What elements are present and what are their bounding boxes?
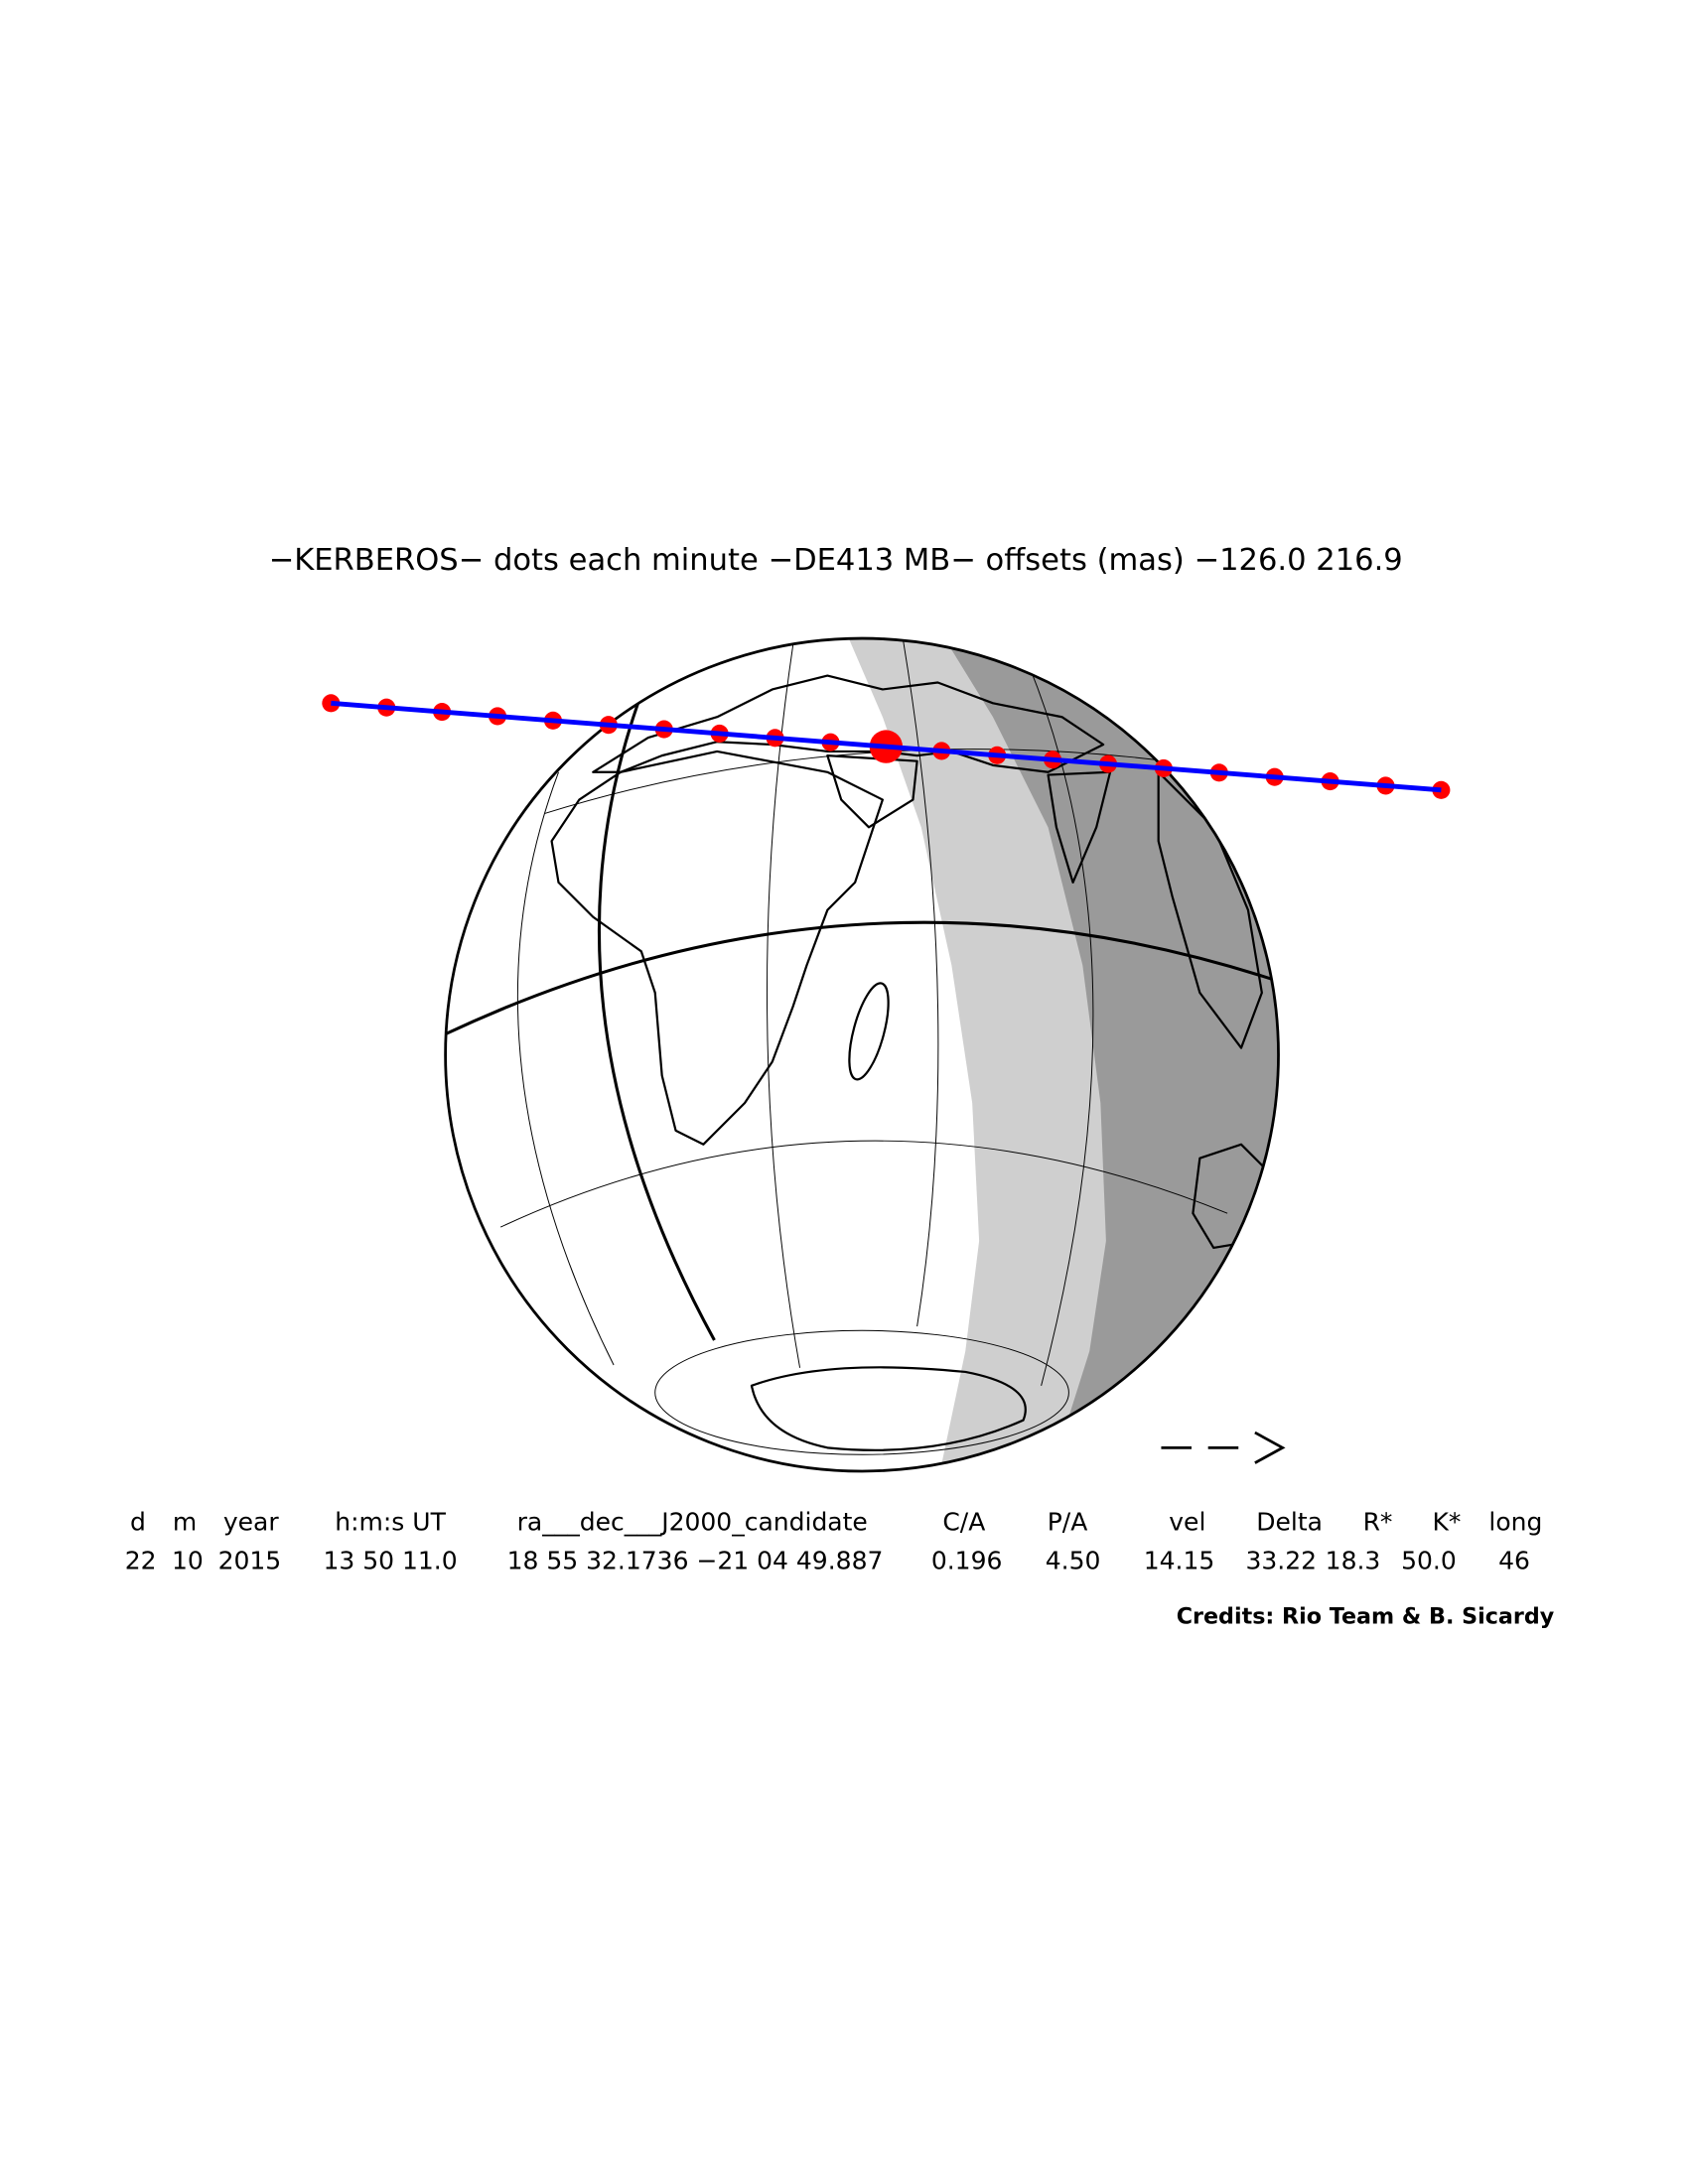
equator: [445, 920, 1279, 1036]
table-value: 14.15: [1144, 1547, 1215, 1575]
globe-limb: [444, 636, 1280, 1473]
parallel: [544, 749, 1200, 814]
parallel: [499, 1140, 1228, 1228]
table-value: 46: [1498, 1547, 1530, 1575]
asia-coast: [1157, 770, 1263, 1049]
table-header: year: [223, 1508, 279, 1537]
meridian: [516, 771, 615, 1366]
table-header: ra___dec___J2000_candidate: [517, 1508, 868, 1537]
map-content: −KERBEROS− dots each minute −DE413 MB− o…: [125, 543, 1555, 1630]
eurasia-coast: [592, 674, 1105, 773]
table-value: 50.0: [1401, 1547, 1457, 1575]
table-value: 10: [172, 1547, 204, 1575]
table-value: 33.22: [1245, 1547, 1317, 1575]
antarctica-coast: [750, 1366, 1027, 1451]
table-value: 0.196: [931, 1547, 1003, 1575]
table-header: K*: [1433, 1508, 1462, 1537]
track-line: [331, 700, 1442, 793]
night-shading: [445, 638, 1279, 1471]
ephemeris-table: d m year h:m:s UT ra___dec___J2000_candidate…: [125, 1508, 1543, 1575]
india-coast: [1047, 770, 1112, 885]
arrow-head: [1254, 1431, 1286, 1464]
globe: [444, 636, 1280, 1473]
table-value: 18 55 32.1736 −21 04 49.887: [507, 1547, 884, 1575]
table-value: 22: [125, 1547, 157, 1575]
table-value: 4.50: [1046, 1547, 1101, 1575]
parallel: [654, 1329, 1069, 1455]
map-title: −KERBEROS− dots each minute −DE413 MB− o…: [269, 543, 1403, 578]
table-header: d: [130, 1508, 146, 1537]
arabia-coast: [826, 754, 918, 829]
table-header: long: [1488, 1508, 1542, 1537]
meridian: [766, 644, 801, 1368]
shadow-track: [322, 694, 1451, 799]
minute-dot: [322, 694, 341, 713]
table-header: vel: [1169, 1508, 1205, 1537]
credits: Credits: Rio Team & B. Sicardy: [1177, 1604, 1555, 1630]
table-header: P/A: [1048, 1508, 1088, 1537]
table-header: h:m:s UT: [335, 1508, 446, 1537]
meridian: [1027, 661, 1094, 1386]
table-header: R*: [1363, 1508, 1393, 1537]
madagascar-coast: [848, 982, 890, 1081]
table-header: C/A: [942, 1508, 985, 1537]
table-value: 18.3: [1326, 1547, 1381, 1575]
table-header: m: [173, 1508, 197, 1537]
africa-coast: [550, 750, 885, 1146]
night-band: [937, 638, 1279, 1471]
table-value: 2015: [218, 1547, 282, 1575]
direction-arrow: [1161, 1431, 1286, 1464]
meridian: [597, 675, 716, 1341]
table-header: Delta: [1256, 1508, 1323, 1537]
table-value: 13 50 11.0: [323, 1547, 457, 1575]
